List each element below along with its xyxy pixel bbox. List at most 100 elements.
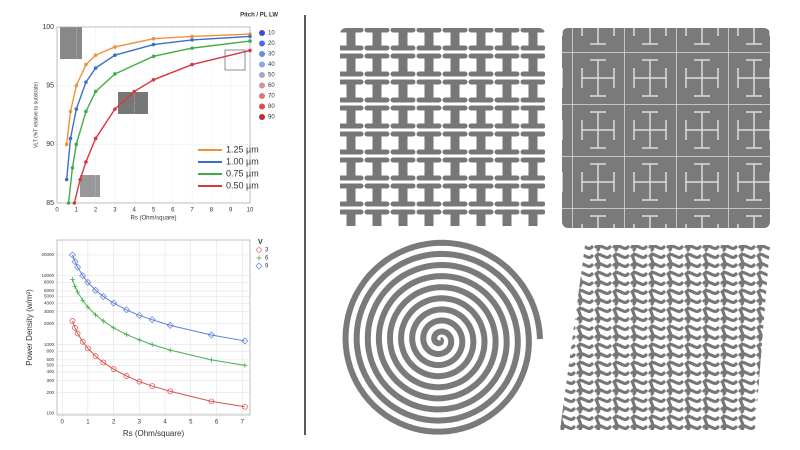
y-axis-label: VLT (%T relative to substrate) — [33, 82, 39, 148]
inset-image — [80, 175, 100, 197]
x-axis-label: Rs (Ohm/square) — [123, 429, 185, 438]
data-point — [208, 357, 214, 363]
y-tick-label: 200 — [46, 390, 54, 395]
legend-label: 80 — [268, 104, 275, 110]
legend-label: 50 — [268, 73, 275, 79]
data-point — [151, 42, 156, 47]
data-point — [207, 331, 215, 339]
x-tick-label: 6 — [215, 420, 219, 426]
inset-image — [60, 27, 82, 59]
x-axis-label: Rs (Ohm/square) — [130, 216, 176, 222]
y-tick-label: 6000 — [44, 288, 55, 293]
y-tick-label: 10000 — [41, 273, 54, 278]
legend-label: 40 — [268, 62, 275, 68]
x-tick-label: 1 — [86, 420, 90, 426]
series-line — [71, 254, 245, 342]
x-tick-label: 6 — [171, 208, 175, 214]
legend-marker — [256, 247, 262, 253]
x-tick-label: 5 — [189, 420, 193, 426]
data-point — [93, 312, 99, 318]
plot-frame — [56, 26, 251, 204]
y-tick-label: 3000 — [44, 309, 55, 314]
y-tick-label: 8000 — [44, 280, 55, 285]
data-point — [123, 373, 130, 379]
data-point — [64, 142, 69, 147]
data-point — [190, 38, 194, 42]
data-point — [66, 201, 71, 205]
data-point — [93, 136, 98, 141]
data-point — [208, 398, 215, 405]
data-point — [69, 277, 75, 283]
y-tick-label: 85 — [46, 200, 54, 207]
y-axis-label: Power Density (w/m²) — [25, 289, 34, 366]
data-point — [80, 297, 86, 303]
data-point — [72, 201, 77, 205]
data-point — [113, 45, 117, 49]
data-point — [74, 263, 82, 271]
x-tick-label: 3 — [113, 208, 117, 214]
spiral-pattern — [342, 239, 543, 435]
data-point — [70, 166, 75, 170]
data-point — [84, 109, 88, 114]
wormlike-pattern — [560, 245, 770, 430]
y-tick-label: 95 — [46, 83, 54, 90]
data-point — [149, 383, 156, 389]
legend-title: V — [258, 239, 263, 246]
data-point — [190, 34, 194, 39]
data-point — [190, 46, 194, 50]
data-point — [68, 136, 73, 141]
x-tick-label: 3 — [138, 420, 142, 426]
data-point — [75, 289, 81, 295]
data-point — [85, 345, 91, 352]
data-point — [167, 388, 174, 395]
legend-marker — [259, 93, 265, 99]
data-point — [242, 403, 248, 410]
legend-label: 0.50 µm — [226, 180, 259, 190]
series-line — [65, 33, 251, 145]
data-point — [84, 160, 88, 164]
x-tick-label: 9 — [229, 208, 233, 214]
y-tick-label: 300 — [46, 378, 54, 383]
data-point — [151, 78, 156, 82]
data-point — [68, 109, 73, 114]
data-point — [149, 342, 155, 348]
data-point — [92, 353, 99, 359]
y-tick-label: 90 — [46, 141, 54, 148]
x-tick-label: 0 — [60, 420, 64, 426]
data-point — [92, 286, 100, 294]
x-tick-label: 2 — [94, 208, 98, 214]
data-point — [69, 318, 76, 324]
legend-label: 3 — [265, 248, 269, 254]
legend-marker — [259, 61, 265, 68]
data-point — [248, 39, 252, 43]
y-tick-label: 500 — [46, 363, 54, 368]
legend-title: Pitch / PL LW — [240, 13, 278, 19]
x-tick-label: 7 — [190, 208, 194, 214]
data-point — [74, 107, 79, 111]
legend-label: 70 — [268, 94, 275, 100]
legend-marker — [259, 72, 265, 78]
data-point — [74, 142, 79, 147]
y-tick-label: 20000 — [41, 252, 54, 257]
data-point — [84, 80, 88, 84]
legend-marker — [255, 262, 263, 270]
x-tick-label: 4 — [133, 208, 137, 214]
legend-marker — [256, 255, 262, 261]
data-point — [84, 278, 92, 286]
data-point — [84, 62, 88, 67]
data-point — [190, 62, 194, 67]
data-point — [167, 347, 173, 353]
series-line — [73, 49, 251, 204]
data-point — [166, 321, 174, 329]
data-point — [136, 337, 142, 343]
legend-label: 1.25 µm — [226, 144, 259, 154]
y-tick-label: 5000 — [44, 294, 55, 299]
y-tick-label: 600 — [46, 357, 54, 362]
data-point — [99, 292, 107, 300]
data-point — [68, 251, 76, 259]
x-tick-label: 0 — [55, 208, 59, 214]
data-point — [79, 338, 86, 345]
x-tick-label: 5 — [152, 208, 156, 214]
data-point — [151, 54, 156, 59]
data-point — [93, 66, 98, 70]
